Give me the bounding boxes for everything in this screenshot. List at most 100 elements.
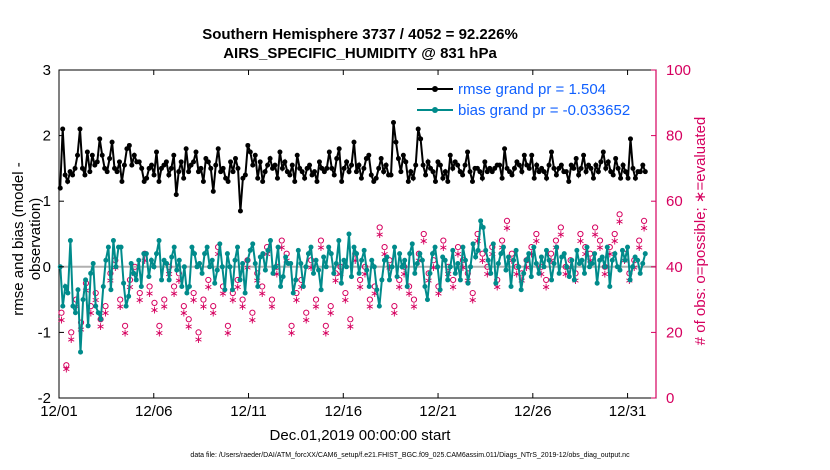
rmse-point bbox=[595, 169, 601, 175]
rmse-point bbox=[279, 165, 285, 171]
obs-evaluated-marker: ∗ bbox=[101, 307, 110, 320]
rmse-point bbox=[334, 156, 340, 162]
rmse-legend-label: rmse grand pr = 1.504 bbox=[458, 81, 606, 98]
bias-point bbox=[267, 238, 273, 244]
bias-point bbox=[209, 257, 215, 263]
bias-point bbox=[594, 280, 600, 286]
bias-point bbox=[359, 257, 365, 263]
rmse-point bbox=[361, 165, 367, 171]
legend: rmse grand pr = 1.504 bias grand pr = -0.… bbox=[417, 81, 630, 119]
rmse-point bbox=[213, 162, 219, 168]
rmse-point bbox=[623, 169, 629, 175]
obs-evaluated-marker: ∗ bbox=[174, 274, 183, 287]
rmse-point bbox=[341, 165, 347, 171]
bias-point bbox=[148, 257, 154, 263]
obs-possible-marker bbox=[636, 237, 643, 244]
bias-point bbox=[394, 274, 400, 280]
bias-point bbox=[538, 254, 544, 260]
bias-point bbox=[637, 270, 643, 276]
obs-evaluated-marker: ∗ bbox=[556, 228, 565, 241]
rmse-point bbox=[260, 179, 266, 185]
bias-point bbox=[609, 257, 615, 263]
bias-point bbox=[321, 254, 327, 260]
obs-evaluated-marker: ∗ bbox=[86, 307, 95, 320]
rmse-point bbox=[376, 165, 382, 171]
bias-point bbox=[295, 247, 301, 253]
bias-point bbox=[592, 251, 598, 257]
rmse-point bbox=[57, 185, 63, 191]
rmse-point bbox=[272, 162, 278, 168]
rmse-point bbox=[497, 162, 503, 168]
rmse-point bbox=[233, 156, 239, 162]
bias-point bbox=[511, 257, 517, 263]
rmse-point bbox=[277, 149, 283, 155]
obs-possible-marker bbox=[410, 296, 418, 303]
rmse-point bbox=[116, 159, 122, 165]
rmse-point bbox=[356, 162, 362, 168]
rmse-point bbox=[316, 159, 322, 165]
obs-possible-marker bbox=[205, 276, 212, 284]
obs-possible-marker bbox=[156, 322, 163, 329]
bias-point bbox=[432, 244, 438, 250]
y-tick-label: -1 bbox=[38, 324, 51, 341]
rmse-point bbox=[289, 162, 295, 168]
rmse-point bbox=[186, 169, 192, 175]
rmse-point bbox=[163, 159, 169, 165]
obs-evaluated-marker: ∗ bbox=[287, 326, 296, 339]
rmse-point bbox=[351, 139, 357, 145]
rmse-point bbox=[193, 149, 199, 155]
rmse-point bbox=[339, 179, 345, 185]
rmse-point bbox=[205, 159, 211, 165]
rmse-point bbox=[610, 172, 616, 178]
rmse-point bbox=[479, 175, 485, 181]
obs-evaluated-marker: ∗ bbox=[365, 300, 374, 313]
x-tick-label: 12/31 bbox=[609, 403, 647, 420]
bias-point bbox=[70, 303, 76, 309]
bias-point bbox=[67, 238, 73, 244]
y-tick-label: -2 bbox=[38, 390, 51, 407]
rmse-point bbox=[605, 159, 611, 165]
bias-point bbox=[229, 287, 235, 293]
rmse-point bbox=[178, 159, 184, 165]
obs-possible-marker bbox=[479, 250, 486, 257]
bias-point bbox=[417, 251, 423, 257]
rmse-point bbox=[82, 172, 88, 178]
bias-point bbox=[419, 257, 425, 263]
bias-legend-marker bbox=[432, 107, 438, 113]
bias-point bbox=[78, 349, 84, 355]
obs-possible-marker bbox=[533, 230, 540, 238]
rmse-point bbox=[353, 169, 359, 175]
obs-possible-marker bbox=[366, 296, 373, 303]
bias-point bbox=[260, 251, 266, 257]
obs-evaluated-marker: ∗ bbox=[233, 280, 242, 293]
bias-point bbox=[498, 251, 504, 257]
rmse-point bbox=[250, 162, 256, 168]
obs-evaluated-marker: ∗ bbox=[67, 333, 76, 346]
x-tick-label: 12/16 bbox=[325, 403, 363, 420]
rmse-point bbox=[255, 175, 261, 181]
rmse-point bbox=[437, 162, 443, 168]
bias-point bbox=[402, 257, 408, 263]
rmse-point bbox=[87, 169, 93, 175]
obs-evaluated-marker: ∗ bbox=[307, 261, 316, 274]
rmse-point bbox=[553, 172, 559, 178]
rmse-point bbox=[262, 169, 268, 175]
obs-possible-marker bbox=[303, 309, 310, 316]
obs-evaluated-marker: ∗ bbox=[385, 261, 394, 274]
bias-point bbox=[640, 261, 646, 267]
bias-point bbox=[105, 244, 111, 250]
obs-evaluated-marker: ∗ bbox=[316, 241, 325, 254]
bias-point bbox=[412, 270, 418, 276]
bias-point bbox=[273, 264, 279, 270]
rmse-point bbox=[620, 162, 626, 168]
rmse-point bbox=[346, 169, 352, 175]
bias-point bbox=[153, 251, 159, 257]
obs-possible-marker bbox=[63, 362, 70, 369]
rmse-point bbox=[581, 152, 587, 158]
bias-point bbox=[389, 264, 395, 270]
rmse-point bbox=[398, 169, 404, 175]
bias-point bbox=[245, 257, 251, 263]
bias-point bbox=[399, 264, 405, 270]
